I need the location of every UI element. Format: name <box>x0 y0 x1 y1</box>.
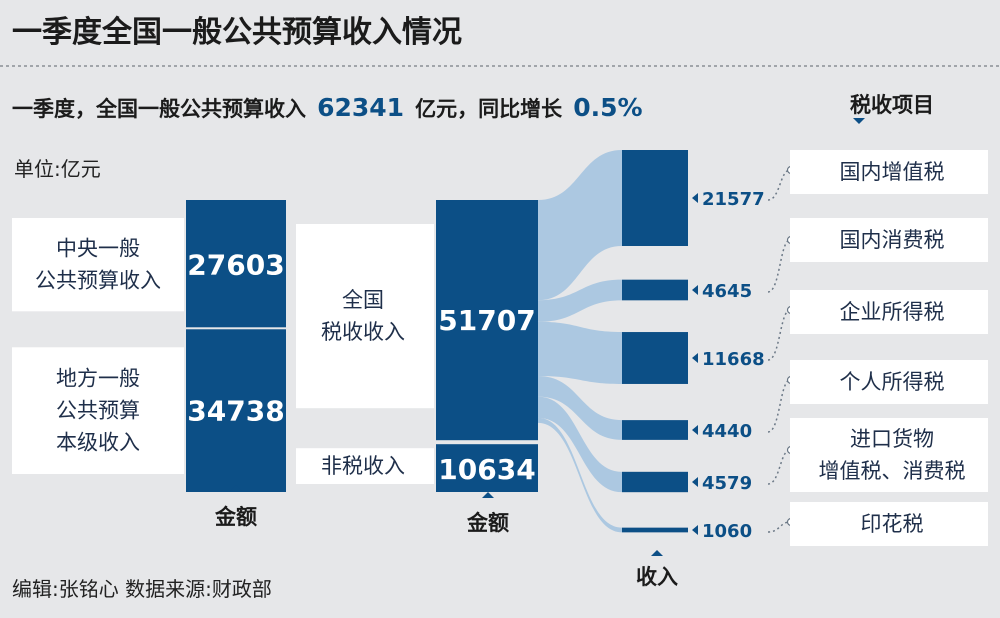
lead-sentence: 一季度，全国一般公共预算收入 62341 亿元，同比增长 0.5% <box>12 93 643 122</box>
tax-revenue-label-line-1: 全国 <box>342 288 384 312</box>
tax-item-5-label-line-2: 增值税、消费税 <box>819 459 966 483</box>
tax-item-6-label-line-1: 印花税 <box>861 512 924 536</box>
tax-item-4-value: 4440 <box>702 421 752 442</box>
footer-text: 编辑:张铭心 数据来源:财政部 <box>12 577 272 601</box>
tax-item-6-label-box <box>790 502 988 546</box>
nontax-revenue-value: 10634 <box>438 453 535 486</box>
central-label-box <box>12 218 184 312</box>
tax-item-6-value: 1060 <box>702 521 752 542</box>
tax-item-4-pointer <box>692 425 698 435</box>
tax-item-2-flow <box>538 279 622 322</box>
tax-item-6-pointer <box>692 525 698 535</box>
tax-items-group: 税收项目 21577 国内增值税 4645 国内消费税 11668 企业所得税 4440 个人所… <box>622 93 988 589</box>
tax-revenue-value: 51707 <box>438 304 535 337</box>
tax-item-5-bar <box>622 471 688 493</box>
tax-item-2-label-line-1: 国内消费税 <box>840 228 945 252</box>
local-revenue-label-line-2: 公共预算 <box>56 399 140 423</box>
tax-item-3-value: 11668 <box>702 349 765 370</box>
nontax-revenue-label-line-1: 非税收入 <box>321 454 405 478</box>
unit-label: 单位:亿元 <box>14 157 101 181</box>
type-caption-marker <box>482 492 494 498</box>
tax-item-5-pointer <box>692 477 698 487</box>
tax-item-2-leader <box>767 239 791 293</box>
tax-item-2-label-box <box>790 218 988 262</box>
tax-item-2-pointer <box>692 285 698 295</box>
tax-caption: 收入 <box>636 565 678 589</box>
central-revenue-label-line-2: 公共预算收入 <box>35 269 161 293</box>
tax-item-4-label-line-1: 个人所得税 <box>840 370 945 394</box>
local-revenue-label-line-3: 本级收入 <box>56 431 140 455</box>
tax-item-2-value: 4645 <box>702 281 752 302</box>
central-revenue-label-line-1: 中央一般 <box>56 237 140 261</box>
central-revenue-value: 27603 <box>187 249 284 282</box>
type-caption: 金额 <box>466 511 509 535</box>
tax-item-4-flow <box>538 376 622 440</box>
lead-growth: 0.5% <box>573 93 642 122</box>
tax-item-3-label-box <box>790 290 988 334</box>
tax-item-4-leader <box>767 379 791 433</box>
tax-item-3-flow <box>538 321 622 384</box>
lead-total: 62341 <box>317 93 404 122</box>
tax-item-1-label-line-1: 国内增值税 <box>840 160 945 184</box>
tax-item-1-bar <box>622 150 688 246</box>
lead-middle: 亿元，同比增长 <box>415 97 563 121</box>
nontax-revenue-bar <box>436 444 538 492</box>
tax-items-header: 税收项目 <box>850 93 934 117</box>
tax-item-5-leader <box>767 449 791 485</box>
tax-item-1-value: 21577 <box>702 189 765 210</box>
level-caption: 金额 <box>214 505 257 529</box>
tax-label-box <box>296 224 434 409</box>
tax-item-6-leader <box>767 521 791 533</box>
chart-title: 一季度全国一般公共预算收入情况 <box>12 15 462 50</box>
local-revenue-value: 34738 <box>187 395 284 428</box>
flow-layer <box>538 150 622 533</box>
tax-item-4-bar <box>622 420 688 440</box>
tax-item-1-flow <box>538 150 622 301</box>
tax-item-3-label-line-1: 企业所得税 <box>840 300 945 324</box>
tax-item-1-label-box <box>790 150 988 194</box>
central-revenue-bar <box>186 200 286 328</box>
level-caption-marker <box>230 485 242 491</box>
tax-item-1-pointer <box>692 193 698 203</box>
lead-prefix: 一季度，全国一般公共预算收入 <box>12 97 306 121</box>
tax-item-3-pointer <box>692 353 698 363</box>
tax-item-5-flow <box>538 396 622 493</box>
tax-item-6-bar <box>622 527 688 533</box>
tax-item-2-bar <box>622 279 688 301</box>
tax-item-5-value: 4579 <box>702 473 752 494</box>
tax-item-4-label-box <box>790 360 988 404</box>
tax-item-3-bar <box>622 332 688 384</box>
local-label-box <box>12 347 184 474</box>
tax-item-1-leader <box>767 169 791 201</box>
local-revenue-label-line-1: 地方一般 <box>56 367 140 391</box>
tax-item-5-label-box <box>790 418 988 492</box>
tax-item-3-leader <box>767 309 791 361</box>
tax-revenue-bar <box>436 200 538 441</box>
tax-item-5-label-line-1: 进口货物 <box>850 427 934 451</box>
tax-caption-marker <box>651 550 663 556</box>
tax-items-header-marker <box>853 118 865 124</box>
tax-item-6-flow <box>538 417 622 533</box>
nontax-label-box <box>296 448 434 484</box>
local-revenue-bar <box>186 329 286 492</box>
tax-revenue-label-line-2: 税收收入 <box>321 320 405 344</box>
